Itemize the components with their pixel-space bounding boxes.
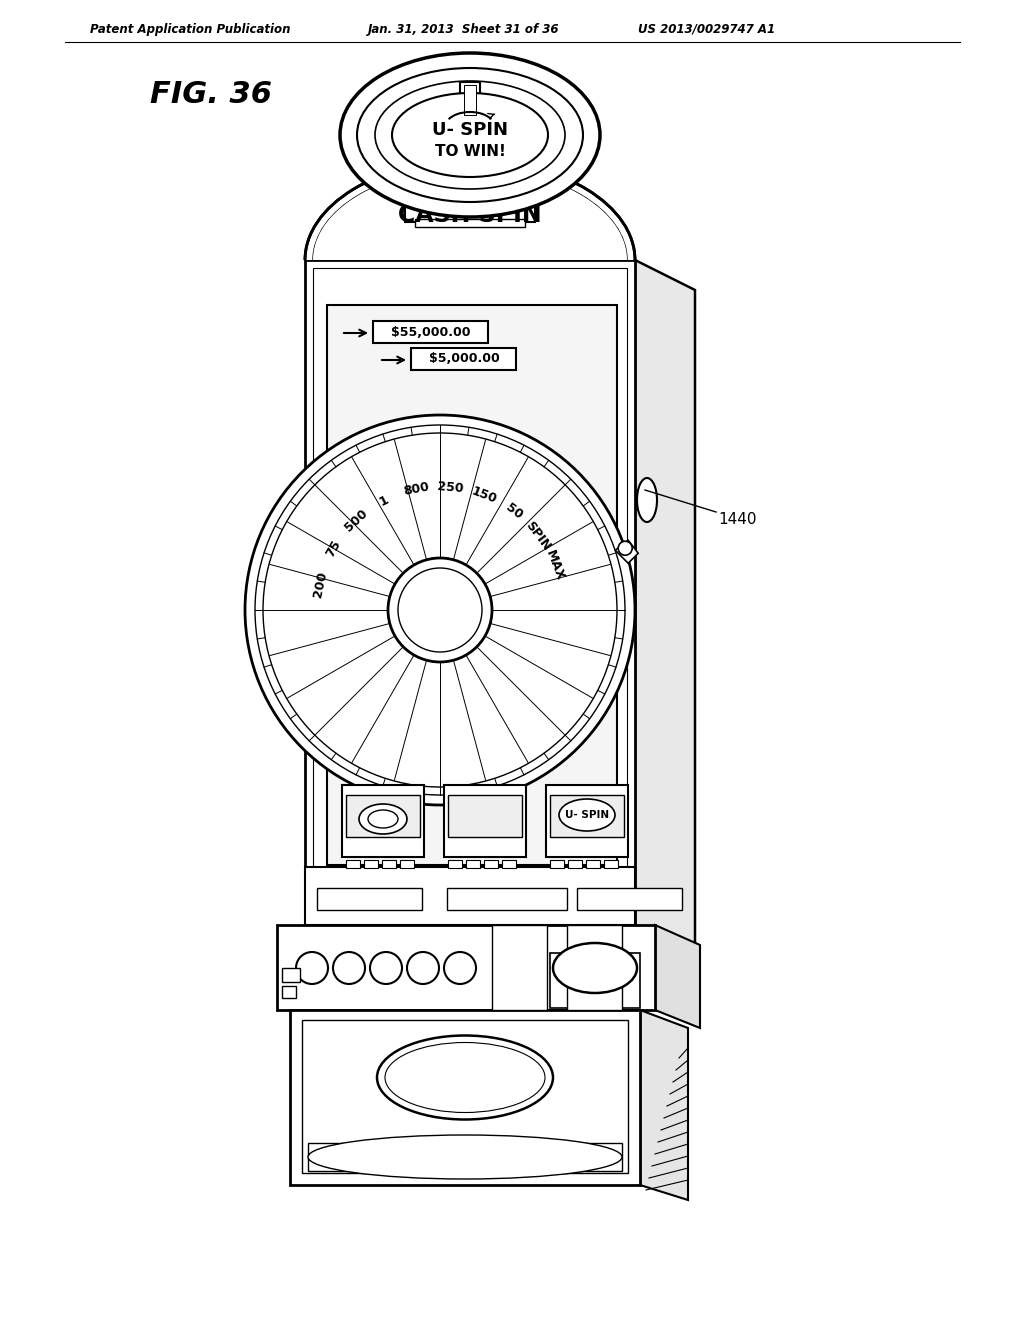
Bar: [282, 968, 300, 982]
Ellipse shape: [559, 799, 615, 832]
Ellipse shape: [308, 1135, 622, 1179]
Bar: [290, 1010, 640, 1185]
Bar: [577, 888, 682, 909]
Ellipse shape: [357, 69, 583, 202]
Ellipse shape: [407, 952, 439, 983]
Polygon shape: [615, 540, 638, 564]
Ellipse shape: [340, 53, 600, 216]
Text: CASH SPIN: CASH SPIN: [398, 203, 542, 227]
Bar: [317, 888, 422, 909]
Text: SPIN: SPIN: [523, 519, 553, 553]
Ellipse shape: [333, 952, 365, 983]
Ellipse shape: [368, 810, 398, 828]
Bar: [346, 861, 360, 869]
Ellipse shape: [375, 81, 565, 189]
Text: 150: 150: [469, 484, 499, 506]
Bar: [342, 785, 424, 857]
Ellipse shape: [385, 1043, 545, 1113]
Bar: [550, 795, 624, 837]
Text: 500: 500: [342, 507, 371, 533]
Bar: [449, 861, 462, 869]
Polygon shape: [655, 925, 700, 1028]
Bar: [604, 861, 618, 869]
Ellipse shape: [392, 92, 548, 177]
Bar: [447, 888, 567, 909]
Bar: [567, 925, 622, 1010]
Ellipse shape: [377, 1035, 553, 1119]
Text: 200: 200: [310, 570, 329, 599]
Ellipse shape: [296, 952, 328, 983]
Ellipse shape: [553, 942, 637, 993]
Bar: [346, 795, 420, 837]
Bar: [492, 925, 547, 1010]
Text: Spin: Spin: [476, 805, 514, 821]
Bar: [502, 861, 516, 869]
Bar: [550, 861, 564, 869]
Text: FIG. 36: FIG. 36: [150, 81, 272, 110]
Text: $55,000.00: $55,000.00: [391, 326, 471, 338]
Bar: [313, 268, 627, 917]
Bar: [444, 785, 526, 857]
Ellipse shape: [444, 952, 476, 983]
Bar: [464, 84, 476, 115]
Ellipse shape: [359, 804, 407, 834]
Bar: [382, 861, 396, 869]
Text: Jan. 31, 2013  Sheet 31 of 36: Jan. 31, 2013 Sheet 31 of 36: [368, 22, 559, 36]
Text: U- SPIN: U- SPIN: [432, 121, 508, 139]
Bar: [282, 986, 296, 998]
Bar: [546, 785, 628, 857]
Text: 75: 75: [324, 537, 344, 560]
Bar: [406, 206, 535, 222]
Bar: [586, 861, 600, 869]
Bar: [568, 861, 582, 869]
Bar: [327, 305, 617, 865]
Bar: [373, 321, 488, 343]
Ellipse shape: [398, 568, 482, 652]
Text: 50: 50: [503, 502, 525, 523]
Polygon shape: [635, 260, 695, 945]
Bar: [415, 219, 525, 227]
Text: Patent Application Publication: Patent Application Publication: [90, 22, 291, 36]
Bar: [460, 82, 480, 120]
Ellipse shape: [637, 478, 657, 521]
Text: 250: 250: [437, 480, 464, 495]
Polygon shape: [313, 168, 627, 260]
Ellipse shape: [245, 414, 635, 805]
Text: US 2013/0029747 A1: US 2013/0029747 A1: [638, 22, 775, 36]
Polygon shape: [305, 160, 635, 260]
Text: 1: 1: [378, 492, 391, 508]
Text: 1440: 1440: [718, 512, 757, 528]
Bar: [484, 861, 498, 869]
Bar: [411, 348, 516, 370]
Bar: [550, 953, 640, 1008]
Text: $5,000.00: $5,000.00: [429, 352, 500, 366]
Bar: [305, 260, 635, 925]
Bar: [278, 925, 655, 1010]
Bar: [302, 1020, 628, 1173]
Bar: [400, 861, 414, 869]
Text: MAX: MAX: [543, 549, 566, 583]
Bar: [305, 867, 635, 925]
Polygon shape: [640, 1010, 688, 1200]
Text: TO WIN!: TO WIN!: [434, 144, 506, 158]
Ellipse shape: [618, 541, 632, 556]
Ellipse shape: [370, 952, 402, 983]
Text: 800: 800: [402, 480, 431, 498]
Text: U- SPIN: U- SPIN: [565, 810, 609, 820]
Ellipse shape: [388, 558, 492, 663]
Bar: [308, 1143, 622, 1171]
Bar: [364, 861, 378, 869]
Bar: [466, 861, 480, 869]
Bar: [449, 795, 522, 837]
